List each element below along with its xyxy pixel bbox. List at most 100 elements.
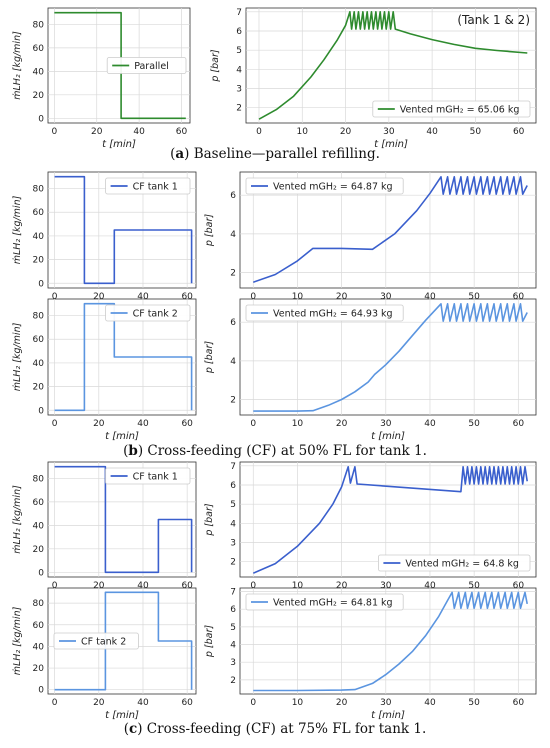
legend-label: Vented mGH₂ = 64.93 kg (273, 308, 393, 319)
y-tick-label: 6 (230, 481, 236, 491)
x-tick-label: 10 (292, 698, 304, 708)
y-tick-label: 6 (230, 191, 236, 201)
x-tick-label: 0 (250, 419, 256, 429)
x-tick-label: 30 (380, 698, 392, 708)
x-tick-label: 30 (383, 127, 395, 137)
legend-label: Vented mGH₂ = 64.81 kg (273, 597, 393, 608)
legend-label: Vented mGH₂ = 65.06 kg (400, 104, 520, 115)
y-axis-label: p [bar] (204, 503, 215, 537)
chart-c-pressure-1: 0 10 20 30 40 50 60 2 3 4 5 6 7 p [bar] Vented mGH₂ = … (204, 461, 537, 591)
y-tick-label: 20 (33, 91, 45, 101)
x-tick-label: 40 (426, 127, 438, 137)
x-axis-label: t [min] (374, 139, 408, 150)
y-tick-label: 20 (33, 256, 45, 266)
x-axis-label: t [min] (371, 710, 405, 721)
chart-c-flow-1: 0 20 40 60 0 20 40 60 80 ṁLH₂ [kg/min] CF tank 1 (12, 461, 197, 591)
y-tick-label: 60 (33, 335, 45, 345)
legend-box (106, 57, 187, 74)
legend-box (377, 554, 531, 572)
x-tick-label: 20 (336, 419, 348, 429)
legend: Parallel (106, 57, 187, 74)
legend: CF tank 2 (53, 632, 139, 650)
x-tick-label: 30 (380, 292, 392, 302)
y-tick-label: 0 (38, 568, 44, 578)
y-tick-label: 7 (230, 588, 236, 598)
legend: Vented mGH₂ = 65.06 kg (372, 100, 531, 118)
y-tick-label: 80 (33, 185, 45, 195)
x-axis-label: t [min] (371, 431, 405, 442)
y-tick-label: 60 (33, 44, 45, 54)
y-tick-label: 5 (230, 500, 236, 510)
y-tick-label: 0 (38, 114, 44, 124)
chart-c-pressure-2: 0 10 20 30 40 50 60 2 3 4 5 6 7 t [min] p [bar] Vented … (204, 588, 537, 721)
x-tick-label: 60 (513, 292, 525, 302)
series-line (253, 302, 528, 412)
y-tick-label: 2 (230, 558, 236, 568)
y-axis-label: p [bar] (210, 49, 221, 83)
y-axis-label: p [bar] (204, 341, 215, 375)
y-tick-label: 2 (230, 269, 236, 279)
legend-box (105, 177, 191, 195)
y-axis-label: ṁLH₂ [kg/min] (12, 31, 23, 100)
y-axis-label: ṁLH₂ [kg/min] (12, 322, 23, 391)
x-tick-label: 40 (137, 698, 149, 708)
chart-a-pressure: 0 10 20 30 40 50 60 2 3 4 5 6 7 t [min] p [bar] Vented … (210, 7, 537, 150)
y-tick-label: 40 (33, 359, 45, 369)
y-axis-label: ṁLH₂ [kg/min] (12, 606, 23, 675)
caption-a-label: a (175, 146, 185, 162)
chart-b-pressure-1: 0 10 20 30 40 50 60 2 4 6 p [bar] Vented mGH₂ = 64.… (204, 171, 537, 302)
legend-box (105, 467, 191, 485)
legend: CF tank 1 (105, 177, 191, 195)
y-tick-label: 6 (236, 27, 242, 37)
x-tick-label: 40 (133, 127, 145, 137)
x-tick-label: 40 (137, 292, 149, 302)
chart-b-pressure-2: 0 10 20 30 40 50 60 2 4 6 t [min] p [bar] Vented mGH… (204, 298, 537, 442)
x-tick-label: 10 (292, 292, 304, 302)
caption-b-text: ) Cross-feeding (CF) at 50% FL for tank … (137, 443, 427, 459)
y-tick-label: 3 (230, 539, 236, 549)
series-line (54, 175, 193, 285)
x-tick-label: 60 (176, 127, 188, 137)
legend-box (245, 593, 404, 611)
x-tick-label: 20 (93, 581, 105, 591)
legend-box (53, 632, 139, 650)
x-tick-label: 50 (468, 581, 480, 591)
chart-c-flow-2: 0 20 40 60 0 20 40 60 80 t [min] ṁLH₂ [kg/min] CF t… (12, 587, 197, 721)
x-axis-label: t [min] (105, 431, 139, 442)
plot-annotation: (Tank 1 & 2) (457, 13, 530, 27)
x-tick-label: 60 (513, 419, 525, 429)
chart-a-flow: 0 20 40 60 0 20 40 60 80 t [min] ṁLH₂ [kg/min] Para… (12, 7, 191, 150)
y-tick-label: 3 (236, 85, 242, 95)
x-tick-label: 20 (93, 292, 105, 302)
y-tick-label: 60 (33, 498, 45, 508)
x-tick-label: 0 (52, 419, 58, 429)
y-tick-label: 20 (33, 545, 45, 555)
x-tick-label: 20 (336, 292, 348, 302)
x-axis-label: t [min] (102, 139, 136, 150)
y-tick-label: 2 (236, 104, 242, 114)
y-tick-label: 5 (230, 623, 236, 633)
caption-a: (a) Baseline—parallel refilling. (170, 146, 380, 162)
chart-b-flow-2: 0 20 40 60 0 20 40 60 80 t [min] ṁLH₂ [kg/min] CF t… (12, 298, 197, 442)
legend-label: CF tank 2 (133, 308, 178, 319)
x-tick-label: 20 (340, 127, 352, 137)
caption-c: (c) Cross-feeding (CF) at 75% FL for tan… (123, 721, 427, 737)
x-tick-label: 40 (424, 581, 436, 591)
series-line (253, 176, 528, 283)
x-tick-label: 60 (513, 127, 525, 137)
y-tick-label: 80 (33, 20, 45, 30)
caption-b-label: b (128, 443, 138, 459)
legend: Vented mGH₂ = 64.93 kg (245, 304, 404, 322)
y-axis-label: ṁLH₂ [kg/min] (12, 195, 23, 264)
y-axis-label: ṁLH₂ [kg/min] (12, 485, 23, 554)
x-tick-label: 10 (292, 581, 304, 591)
y-tick-label: 4 (230, 357, 236, 367)
y-tick-label: 3 (230, 658, 236, 668)
y-tick-label: 4 (230, 641, 236, 651)
x-tick-label: 0 (52, 581, 58, 591)
legend-box (245, 177, 404, 195)
y-axis-label: p [bar] (204, 625, 215, 659)
x-tick-label: 30 (380, 581, 392, 591)
